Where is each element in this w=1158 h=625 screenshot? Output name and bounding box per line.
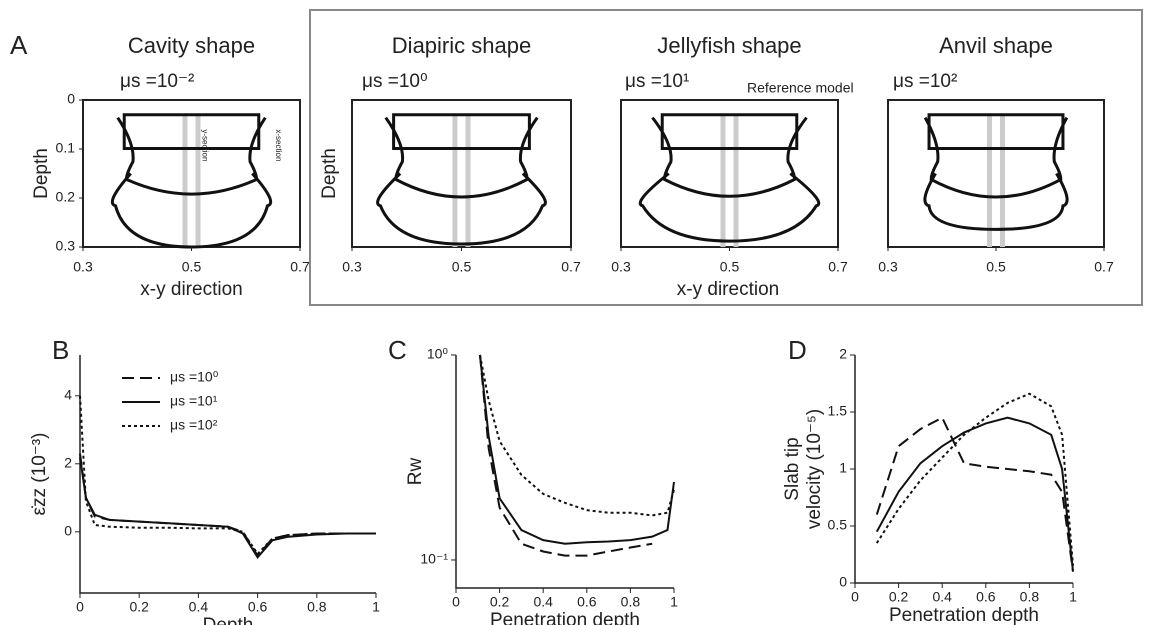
x-axis-label: Depth <box>203 615 254 625</box>
series-line <box>875 416 1074 572</box>
y-tick-label: 1.5 <box>828 403 848 419</box>
subtitle: μs =10⁻² <box>120 71 194 92</box>
x-tick-label: 0.4 <box>932 589 952 605</box>
x-axis-label: x-y direction <box>140 279 242 300</box>
chart-title: Anvil shape <box>939 33 1053 58</box>
plot-frame <box>82 99 301 248</box>
x-tick-label: 1 <box>670 594 678 610</box>
y-axis-label: Slab tip <box>782 437 803 500</box>
plot-frame <box>887 99 1105 248</box>
y-axis-label: velocity (10⁻⁵) <box>804 409 825 529</box>
series-line <box>478 354 675 517</box>
annotation: x-section <box>274 129 283 161</box>
y-tick-label: 2 <box>839 346 847 362</box>
series-line <box>875 416 1074 572</box>
axes <box>79 355 376 594</box>
x-tick-label: 0.8 <box>1020 589 1040 605</box>
panel-label: B <box>52 335 69 365</box>
panel-label: D <box>788 335 807 365</box>
plume <box>987 114 1005 247</box>
slab-outline <box>110 113 273 249</box>
x-tick-label: 0.8 <box>621 594 641 610</box>
x-tick-label: 0.4 <box>189 599 209 615</box>
y-tick-label: 0 <box>67 91 75 107</box>
axes <box>854 355 1073 584</box>
x-tick-label: 0.5 <box>986 259 1006 275</box>
plume <box>452 114 471 247</box>
x-tick-label: 0.7 <box>828 259 848 275</box>
group-frame <box>309 9 1143 306</box>
y-tick-label: 0.3 <box>56 238 76 254</box>
series-line <box>79 453 376 558</box>
series-line <box>478 354 653 557</box>
chart-title: Diapiric shape <box>392 33 531 58</box>
legend-label: μs =10¹ <box>170 393 218 409</box>
y-tick-label: 0.5 <box>828 517 848 533</box>
x-tick-label: 0.7 <box>290 259 310 275</box>
chart-title: Cavity shape <box>128 33 255 58</box>
slab-outline <box>923 113 1069 231</box>
x-tick-label: 0.7 <box>561 259 581 275</box>
panel-label: A <box>10 30 28 60</box>
x-tick-label: 0.5 <box>182 259 202 275</box>
x-axis-label: x-y direction <box>677 279 779 300</box>
y-tick-label: 2 <box>64 455 72 471</box>
x-tick-label: 0 <box>851 589 859 605</box>
subtitle: μs =10⁰ <box>362 71 428 92</box>
x-tick-label: 0.6 <box>577 594 597 610</box>
y-tick-label: 1 <box>839 460 847 476</box>
x-tick-label: 0.5 <box>452 259 472 275</box>
y-tick-label: 10⁰ <box>427 346 449 362</box>
x-tick-label: 0.6 <box>248 599 268 615</box>
y-tick-label: 10⁻¹ <box>420 551 448 567</box>
y-tick-label: 0 <box>64 523 72 539</box>
chart-title: Jellyfish shape <box>657 33 801 58</box>
x-tick-label: 0.4 <box>533 594 553 610</box>
x-tick-label: 0.3 <box>878 259 898 275</box>
series-line <box>875 392 1074 566</box>
x-tick-label: 0.2 <box>129 599 149 615</box>
y-tick-label: 0.1 <box>56 140 76 156</box>
x-tick-label: 0 <box>452 594 460 610</box>
x-tick-label: 0.2 <box>889 589 909 605</box>
y-tick-label: 0 <box>839 574 847 590</box>
plume <box>720 114 739 247</box>
legend-label: μs =10² <box>170 417 218 433</box>
x-tick-label: 0.8 <box>307 599 327 615</box>
y-axis-label: ε̇zz (10⁻³) <box>29 433 50 516</box>
y-tick-label: 4 <box>64 387 72 403</box>
x-tick-label: 0.3 <box>342 259 362 275</box>
annotation: y-section <box>200 129 209 161</box>
plume <box>182 114 201 247</box>
x-tick-label: 0.5 <box>720 259 740 275</box>
x-tick-label: 0.6 <box>976 589 996 605</box>
x-tick-label: 0.2 <box>490 594 510 610</box>
x-tick-label: 0.3 <box>611 259 631 275</box>
panel-label: C <box>388 335 407 365</box>
subtitle: μs =10² <box>893 71 957 92</box>
x-axis-label: Penetration depth <box>889 605 1039 625</box>
series-line <box>79 456 376 559</box>
plot-frame <box>351 99 572 248</box>
annotation: Reference model <box>747 80 854 96</box>
y-axis-label: Depth <box>31 148 52 199</box>
y-axis-label: Rw <box>405 458 426 486</box>
series-line <box>79 395 376 556</box>
x-tick-label: 0.7 <box>1094 259 1114 275</box>
legend-label: μs =10⁰ <box>170 369 219 385</box>
y-axis-label: Depth <box>319 148 340 199</box>
slab-outline <box>638 113 821 243</box>
x-tick-label: 1 <box>1069 589 1077 605</box>
y-tick-label: 0.2 <box>56 189 76 205</box>
x-axis-label: Penetration depth <box>490 610 640 625</box>
x-tick-label: 1 <box>372 599 380 615</box>
slab-outline <box>376 113 547 246</box>
x-tick-label: 0 <box>76 599 84 615</box>
x-tick-label: 0.3 <box>73 259 93 275</box>
plot-frame <box>620 99 839 248</box>
axes <box>455 355 674 589</box>
series-line <box>478 354 675 545</box>
subtitle: μs =10¹ <box>625 71 689 92</box>
